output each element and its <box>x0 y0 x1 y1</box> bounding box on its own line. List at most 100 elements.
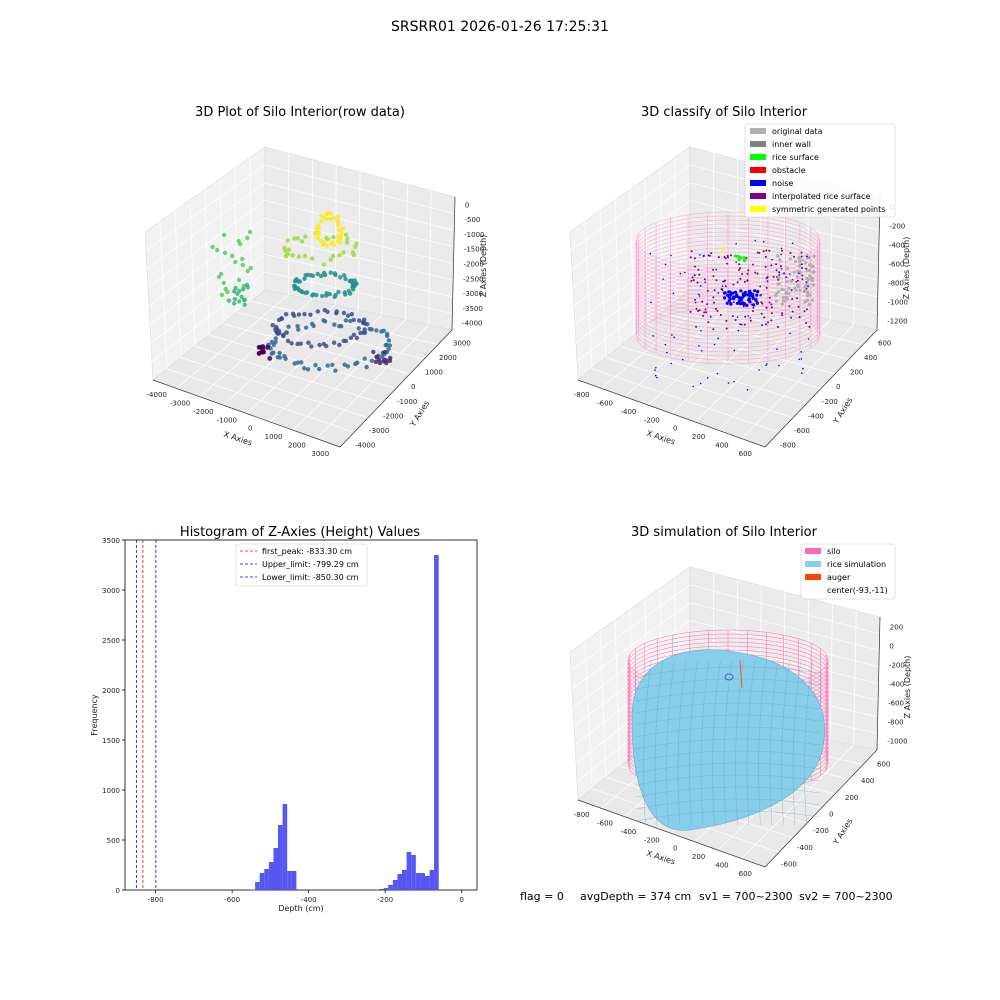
data-point <box>339 324 344 329</box>
noise-point <box>762 241 765 243</box>
data-point <box>325 309 330 314</box>
z-axis-line <box>451 196 456 331</box>
noise-point <box>807 338 810 340</box>
data-point <box>314 226 320 232</box>
x-tick-label: 400 <box>715 861 728 869</box>
data-point <box>358 330 363 336</box>
histogram-bar <box>255 882 260 890</box>
legend-label: center(-93,-11) <box>827 586 888 595</box>
legend-swatch <box>750 206 766 212</box>
grid-line <box>148 218 454 307</box>
interpolated-point <box>697 268 700 271</box>
data-point <box>364 364 369 370</box>
interpolated-point <box>800 251 803 254</box>
data-point <box>344 240 350 245</box>
interpolated-point <box>691 276 694 279</box>
surface-mesh-line <box>689 659 698 826</box>
data-point <box>309 344 314 349</box>
data-point <box>318 238 323 244</box>
data-point <box>302 276 307 281</box>
data-point <box>292 361 297 366</box>
interpolated-point <box>713 301 715 304</box>
y-tick-label: 0 <box>411 383 415 391</box>
noise-point <box>717 337 719 340</box>
y-tick-label: 200 <box>845 794 858 802</box>
data-point <box>297 279 303 284</box>
original-point <box>805 294 810 298</box>
legend-label: obstacle <box>772 166 806 175</box>
x-tick-label: -1000 <box>217 416 237 424</box>
data-point <box>281 333 286 339</box>
rice-surface-point <box>743 258 747 262</box>
noise-point <box>698 295 701 297</box>
grid-line <box>829 604 833 741</box>
data-point <box>277 350 282 356</box>
z-tick-label: -600 <box>888 700 904 708</box>
surface-mesh-line <box>769 659 779 826</box>
noise-point <box>707 254 710 257</box>
interpolated-point <box>696 281 699 284</box>
legend-swatch <box>805 561 821 567</box>
interpolated-point <box>801 274 804 277</box>
data-point <box>306 340 311 345</box>
interpolated-point <box>778 271 781 274</box>
data-point <box>283 253 289 259</box>
original-point <box>811 278 815 282</box>
x-tick-label: -600 <box>597 400 613 408</box>
data-point <box>219 292 225 298</box>
z-tick-label: -200 <box>889 223 905 231</box>
interpolated-point <box>752 306 755 309</box>
noise-point <box>800 351 802 353</box>
surface-mesh-line <box>781 659 790 826</box>
noise-point <box>758 369 760 371</box>
data-point <box>226 298 232 303</box>
noise-point <box>722 291 727 295</box>
data-point <box>341 250 346 255</box>
sv2-text: sv2 = 700~2300 <box>799 890 893 903</box>
interpolated-point <box>741 273 744 275</box>
noise-point <box>783 272 785 275</box>
data-point <box>342 290 347 295</box>
noise-point <box>739 289 743 293</box>
original-point <box>781 298 786 303</box>
data-point <box>256 351 262 356</box>
interpolated-point <box>727 256 729 259</box>
grid-line <box>674 157 677 302</box>
noise-point <box>776 348 778 350</box>
surface-mesh-line <box>635 810 821 822</box>
interpolated-point <box>765 306 768 309</box>
interpolated-point <box>694 257 696 260</box>
data-point <box>337 342 342 348</box>
data-point <box>317 342 322 348</box>
surface-mesh-line <box>746 659 756 826</box>
interpolated-point <box>781 312 783 315</box>
data-point <box>324 293 329 298</box>
interpolated-point <box>785 276 788 279</box>
interpolated-point <box>793 255 795 258</box>
data-point <box>215 247 220 253</box>
interpolated-point <box>761 302 764 305</box>
data-point <box>354 241 359 246</box>
original-point <box>788 257 792 261</box>
x-tick-label: 600 <box>739 450 752 458</box>
legend-swatch <box>750 193 766 199</box>
panel-title: 3D classify of Silo Interior <box>641 105 808 120</box>
interpolated-point <box>777 325 780 328</box>
original-point <box>798 260 802 264</box>
noise-point <box>671 334 673 336</box>
y-tick-label: -400 <box>808 412 824 420</box>
grid-line <box>146 182 455 270</box>
z-axis-line <box>876 196 881 331</box>
y-tick-label: 2000 <box>102 687 120 695</box>
data-point <box>374 328 379 333</box>
noise-point <box>746 389 749 391</box>
histogram-bar <box>259 873 265 890</box>
data-point <box>232 301 237 306</box>
legend: first_peak: -833.30 cm Upper_limit: -799.… <box>235 543 368 587</box>
data-point <box>328 257 333 262</box>
legend-swatch <box>750 180 766 186</box>
interpolated-point <box>689 310 692 313</box>
panel-raw-scatter: 3D Plot of Silo Interior(row data) -4000… <box>144 105 488 458</box>
original-point <box>795 275 800 279</box>
x-tick-label: -2000 <box>193 408 213 416</box>
